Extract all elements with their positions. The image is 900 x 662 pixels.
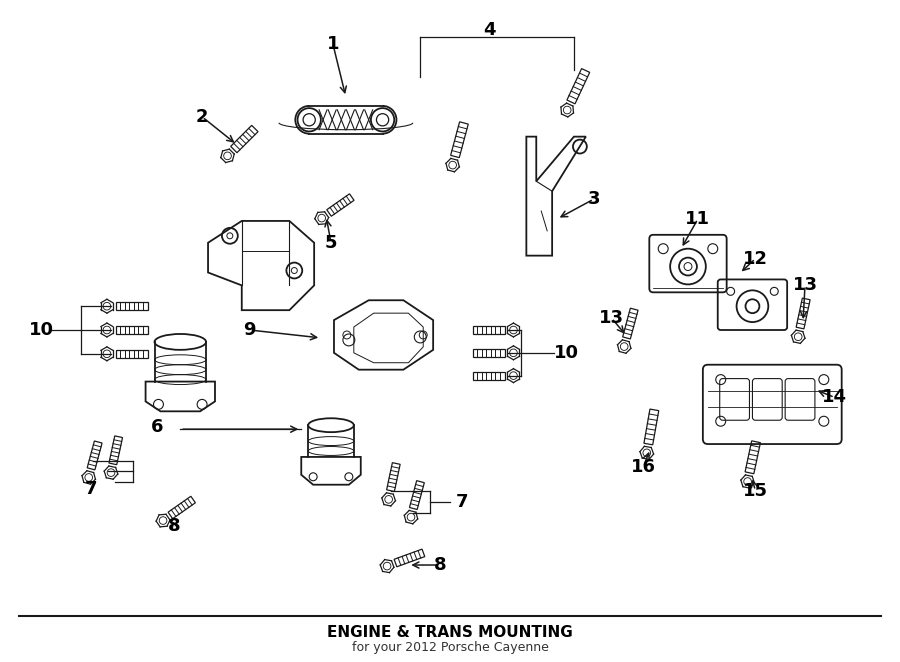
Text: 10: 10 bbox=[554, 344, 579, 362]
Text: 3: 3 bbox=[588, 190, 600, 208]
Text: for your 2012 Porsche Cayenne: for your 2012 Porsche Cayenne bbox=[352, 641, 548, 654]
Text: 1: 1 bbox=[327, 36, 339, 54]
Text: 7: 7 bbox=[85, 480, 97, 498]
Text: 15: 15 bbox=[742, 482, 768, 500]
Text: 14: 14 bbox=[823, 389, 847, 406]
Text: 5: 5 bbox=[325, 234, 338, 252]
Text: 2: 2 bbox=[196, 108, 208, 126]
Text: 4: 4 bbox=[483, 21, 496, 38]
Text: 6: 6 bbox=[151, 418, 164, 436]
Text: 8: 8 bbox=[168, 517, 181, 536]
Text: ENGINE & TRANS MOUNTING: ENGINE & TRANS MOUNTING bbox=[327, 625, 573, 640]
Text: 13: 13 bbox=[599, 309, 624, 327]
Text: 12: 12 bbox=[742, 250, 768, 267]
Text: 11: 11 bbox=[686, 210, 710, 228]
Text: 16: 16 bbox=[631, 458, 656, 476]
Text: 8: 8 bbox=[434, 556, 446, 574]
Text: 7: 7 bbox=[455, 493, 468, 510]
Text: 10: 10 bbox=[29, 321, 54, 339]
Text: 13: 13 bbox=[793, 277, 817, 295]
Text: 9: 9 bbox=[243, 321, 256, 339]
